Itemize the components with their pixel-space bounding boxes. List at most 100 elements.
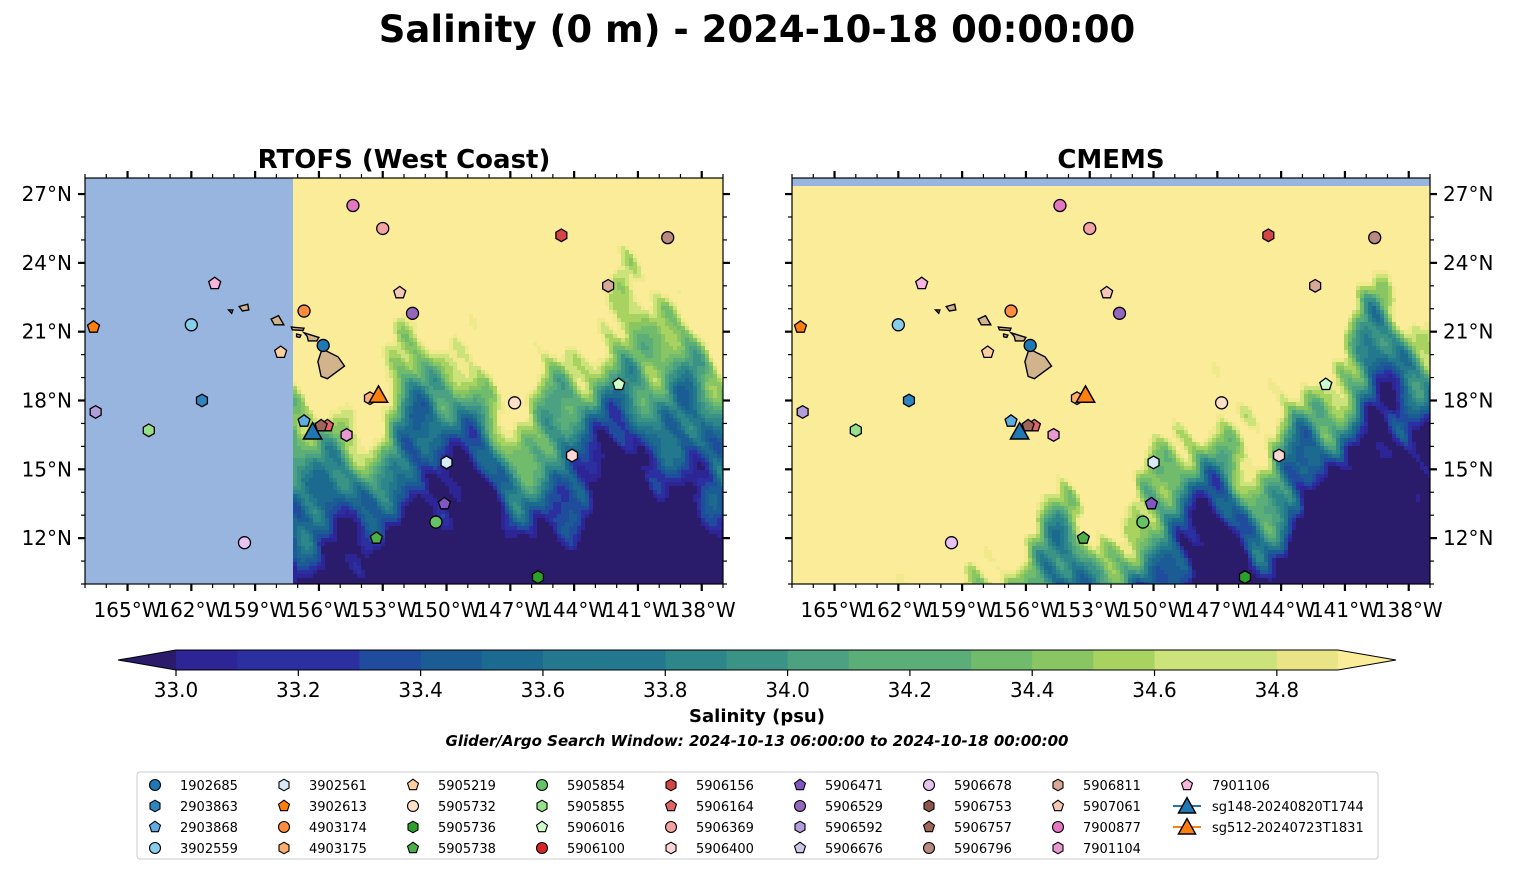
platform-marker-5906796 xyxy=(661,230,675,245)
platform-marker-5906757 xyxy=(1021,418,1035,432)
x-tick-label: 141°W xyxy=(1311,598,1379,622)
platform-marker-1902685 xyxy=(316,338,330,353)
legend-entry: 5906369 xyxy=(664,820,754,836)
search-window-note: Glider/Argo Search Window: 2024-10-13 06… xyxy=(446,732,1069,750)
legend-label: 5906753 xyxy=(954,800,1012,815)
legend-marker xyxy=(407,820,419,834)
platform-marker-3902613 xyxy=(86,320,101,333)
platform-marker-5906156 xyxy=(1262,228,1275,243)
legend-marker xyxy=(665,778,677,792)
legend-marker xyxy=(922,820,936,833)
legend-entry: 5905738 xyxy=(406,841,496,857)
markers-cmems xyxy=(793,198,1382,584)
legend-entry: 5905855 xyxy=(536,799,625,815)
legend-entry: sg148-20240820T1744 xyxy=(1173,796,1364,815)
legend-glider-marker xyxy=(1177,796,1197,814)
legend-label: 5906678 xyxy=(954,779,1012,794)
glider-marker-sg512-20240723T1831 xyxy=(368,384,389,404)
platform-marker-5905738 xyxy=(1076,530,1091,544)
legend-label: 3902561 xyxy=(309,779,367,794)
y-tick-label: 21°N xyxy=(1443,320,1493,344)
x-tick-label: 150°W xyxy=(413,598,481,622)
colorbar-bin xyxy=(726,650,789,670)
platform-marker-3902561 xyxy=(1147,455,1160,470)
colorbar-bin xyxy=(848,650,911,670)
platform-marker-5906369 xyxy=(1083,221,1097,236)
legend-marker xyxy=(664,799,678,812)
legend-glider-marker xyxy=(1177,817,1197,835)
platform-marker-3902559 xyxy=(891,318,905,332)
x-tick-label: 153°W xyxy=(349,598,417,622)
map-panel-cmems: CMEMS 165°W162°W159°W156°W153°W150°W147°… xyxy=(785,145,1493,622)
island-oahu xyxy=(977,314,993,326)
legend-label: 5905736 xyxy=(438,821,496,836)
x-tick-label: 138°W xyxy=(668,598,736,622)
legend-entry: 5906757 xyxy=(922,820,1012,836)
colorbar-bin xyxy=(1093,650,1156,670)
platform-marker-7901104 xyxy=(340,427,353,442)
legend-label: 5906592 xyxy=(825,821,883,836)
legend-label: 3902613 xyxy=(309,800,367,815)
platform-marker-7901106 xyxy=(914,276,929,290)
x-tick-label: 144°W xyxy=(1247,598,1315,622)
legend-entry: 5906471 xyxy=(793,778,883,794)
platform-marker-5905219 xyxy=(980,345,995,359)
y-tick-label: 27°N xyxy=(22,182,72,206)
colorbar-extend-low xyxy=(118,650,176,670)
legend-marker xyxy=(1052,841,1064,855)
legend-entry: 5906676 xyxy=(793,841,883,857)
land-rtofs xyxy=(227,303,346,380)
x-tick-label: 153°W xyxy=(1056,598,1124,622)
platform-marker-5906592 xyxy=(89,404,102,420)
platform-marker-3902561 xyxy=(440,455,453,470)
legend-marker xyxy=(793,778,807,791)
legend-label: 5905855 xyxy=(567,800,625,815)
x-tick-label: 165°W xyxy=(94,598,162,622)
legend-box xyxy=(136,771,1379,860)
island-kauai xyxy=(238,303,250,312)
legend-marker xyxy=(922,841,936,855)
platform-marker-2903863 xyxy=(902,393,916,408)
colorbar-tick-label: 33.0 xyxy=(154,678,199,702)
island-kauai xyxy=(945,303,957,312)
legend-entry: 5906811 xyxy=(1052,778,1141,794)
legend-label: 5906100 xyxy=(567,842,625,857)
colorbar-extend-high xyxy=(1338,650,1396,670)
legend-label: 5906369 xyxy=(696,821,754,836)
x-tick-label: 147°W xyxy=(476,598,544,622)
legend-marker xyxy=(794,820,806,834)
colorbar-bin xyxy=(1154,650,1217,670)
colorbar-bin xyxy=(237,650,299,670)
legend-label: 5906529 xyxy=(825,800,883,815)
legend-entry: 4903175 xyxy=(278,841,367,857)
legend-marker xyxy=(1051,820,1065,834)
legend-entry: 7901106 xyxy=(1180,778,1270,794)
legend-entry: 3902561 xyxy=(278,778,367,794)
x-tick-label: 162°W xyxy=(864,598,932,622)
platform-marker-5905219 xyxy=(273,345,288,359)
colorbar: 33.0 33.2 33.4 33.6 33.8 34.0 34.2 34.4 34.6 34.8 xyxy=(117,649,1397,702)
legend-entry: 5906100 xyxy=(535,841,625,857)
legend-entry: 5905732 xyxy=(406,799,496,815)
legend-marker xyxy=(277,799,291,812)
legend-label: 5906796 xyxy=(954,842,1012,857)
legend-entry: 5906164 xyxy=(664,799,754,815)
colorbar-bin xyxy=(787,650,850,670)
platform-marker-7901104 xyxy=(1047,427,1060,442)
platform-marker-2903863 xyxy=(195,393,209,408)
island-maui xyxy=(301,331,320,342)
x-tick-label: 159°W xyxy=(928,598,996,622)
colorbar-bin xyxy=(359,650,422,670)
legend-marker xyxy=(406,799,420,813)
y-tick-label: 27°N xyxy=(1443,182,1493,206)
legend-entry: 2903868 xyxy=(148,820,238,836)
colorbar-bin xyxy=(971,650,1033,670)
colorbar-bin xyxy=(481,650,544,670)
y-tick-label: 18°N xyxy=(22,388,72,412)
platform-marker-5905732 xyxy=(1214,396,1229,410)
colorbar-tick-label: 34.6 xyxy=(1132,678,1177,702)
legend-marker xyxy=(406,841,420,854)
colorbar-tick-label: 34.2 xyxy=(888,678,933,702)
x-tick-label: 150°W xyxy=(1120,598,1188,622)
legend-marker xyxy=(1052,778,1064,792)
